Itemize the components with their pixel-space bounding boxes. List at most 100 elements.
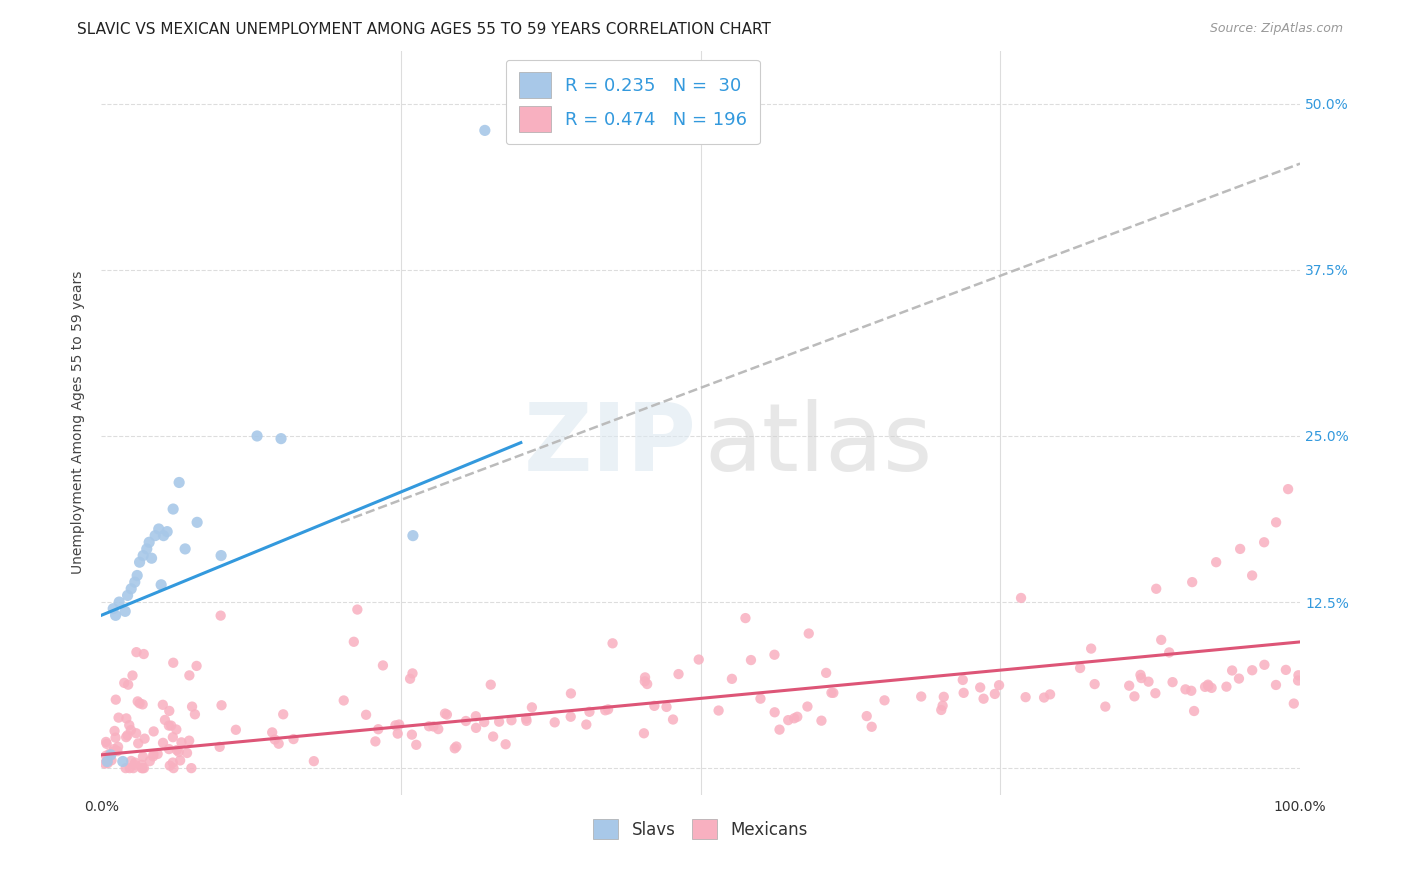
Point — [1144, 686, 1167, 700]
Point — [167, 745, 190, 759]
Point — [132, 647, 155, 661]
Point — [142, 724, 165, 739]
Point — [211, 698, 233, 713]
Point — [96, 737, 118, 751]
Point — [354, 707, 377, 722]
Point — [162, 730, 184, 744]
Point — [94, 735, 117, 749]
Point — [786, 710, 808, 724]
Point — [1253, 535, 1275, 549]
Point — [143, 528, 166, 542]
Point — [593, 703, 616, 717]
Point — [96, 755, 118, 769]
Point — [734, 611, 756, 625]
Point — [159, 758, 181, 772]
Point — [225, 723, 247, 737]
Point — [464, 709, 486, 723]
Point — [1010, 591, 1032, 605]
Point — [131, 757, 153, 772]
Point — [1181, 575, 1204, 590]
Point — [103, 723, 125, 738]
Point — [1123, 690, 1146, 704]
Point — [208, 739, 231, 754]
Point — [560, 710, 582, 724]
Point — [1194, 680, 1216, 694]
Point — [176, 746, 198, 760]
Point — [134, 731, 156, 746]
Point — [1215, 680, 1237, 694]
Point — [138, 535, 160, 549]
Point — [120, 754, 142, 768]
Point — [1080, 641, 1102, 656]
Point — [125, 726, 148, 740]
Y-axis label: Unemployment Among Ages 55 to 59 years: Unemployment Among Ages 55 to 59 years — [72, 271, 86, 574]
Point — [1229, 541, 1251, 556]
Point — [520, 700, 543, 714]
Point — [768, 723, 790, 737]
Point — [100, 747, 122, 762]
Point — [117, 728, 139, 742]
Point — [115, 730, 138, 744]
Point — [302, 754, 325, 768]
Text: SLAVIC VS MEXICAN UNEMPLOYMENT AMONG AGES 55 TO 59 YEARS CORRELATION CHART: SLAVIC VS MEXICAN UNEMPLOYMENT AMONG AGE… — [77, 22, 772, 37]
Point — [135, 541, 157, 556]
Point — [688, 652, 710, 666]
Point — [150, 578, 173, 592]
Point — [749, 691, 772, 706]
Point — [114, 604, 136, 618]
Point — [121, 668, 143, 682]
Point — [98, 747, 121, 761]
Point — [763, 648, 786, 662]
Point — [262, 725, 284, 739]
Legend: Slavs, Mexicans: Slavs, Mexicans — [586, 813, 814, 846]
Point — [418, 719, 440, 733]
Point — [107, 739, 129, 754]
Point — [515, 712, 537, 726]
Point — [427, 722, 450, 736]
Point — [969, 681, 991, 695]
Point — [1265, 678, 1288, 692]
Point — [152, 698, 174, 712]
Point — [1227, 672, 1250, 686]
Point — [1033, 690, 1056, 705]
Point — [474, 123, 496, 137]
Point — [910, 690, 932, 704]
Point — [721, 672, 744, 686]
Point — [952, 673, 974, 687]
Point — [104, 692, 127, 706]
Point — [271, 707, 294, 722]
Point — [115, 711, 138, 725]
Point — [152, 736, 174, 750]
Point — [165, 723, 187, 737]
Point — [668, 667, 690, 681]
Point — [343, 634, 366, 648]
Point — [1277, 482, 1299, 496]
Point — [1282, 697, 1305, 711]
Point — [166, 743, 188, 757]
Point — [209, 549, 232, 563]
Point — [127, 694, 149, 708]
Point — [598, 702, 620, 716]
Point — [401, 728, 423, 742]
Point — [367, 723, 389, 737]
Point — [1174, 682, 1197, 697]
Point — [132, 549, 155, 563]
Point — [1094, 699, 1116, 714]
Point — [186, 659, 208, 673]
Point — [108, 595, 131, 609]
Point — [783, 711, 806, 725]
Point — [124, 575, 146, 590]
Point — [364, 734, 387, 748]
Point — [124, 758, 146, 772]
Point — [332, 693, 354, 707]
Point — [443, 741, 465, 756]
Text: ZIP: ZIP — [524, 399, 697, 491]
Point — [146, 747, 169, 761]
Point — [1137, 674, 1160, 689]
Point — [436, 707, 458, 722]
Point — [120, 723, 142, 738]
Point — [820, 686, 842, 700]
Point — [988, 678, 1011, 692]
Point — [209, 608, 232, 623]
Point — [387, 726, 409, 740]
